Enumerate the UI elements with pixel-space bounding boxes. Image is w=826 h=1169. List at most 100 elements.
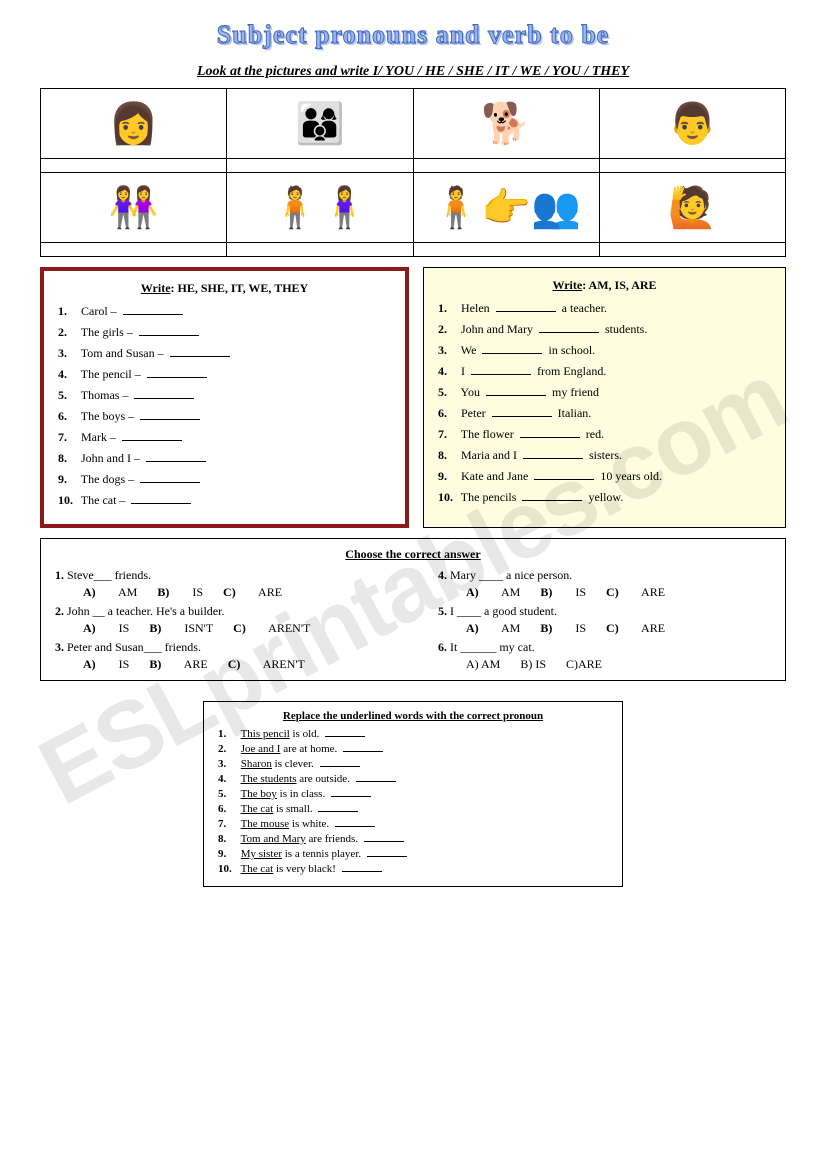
- fill-blank[interactable]: [356, 781, 396, 782]
- option-c[interactable]: C) ARE: [606, 585, 665, 599]
- fill-blank[interactable]: [534, 479, 594, 480]
- list-item: 7. The flower red.: [438, 427, 771, 442]
- list-item: 5. You my friend: [438, 385, 771, 400]
- fill-blank[interactable]: [146, 461, 206, 462]
- option-b[interactable]: B) ARE: [149, 657, 207, 671]
- list-item: 4. The students are outside.: [218, 773, 608, 785]
- option-a[interactable]: A) AM: [83, 585, 137, 599]
- fill-blank[interactable]: [331, 796, 371, 797]
- option-a[interactable]: A) IS: [83, 657, 129, 671]
- answer-cell[interactable]: [41, 243, 227, 257]
- answer-cell[interactable]: [413, 243, 599, 257]
- option-a[interactable]: A) IS: [83, 621, 129, 635]
- list-item: 7. The mouse is white.: [218, 818, 608, 830]
- list-item: 4. I from England.: [438, 364, 771, 379]
- option-b[interactable]: B) IS: [540, 621, 586, 635]
- answer-cell[interactable]: [227, 159, 413, 173]
- fill-blank[interactable]: [170, 356, 230, 357]
- fill-blank[interactable]: [122, 440, 182, 441]
- answer-cell[interactable]: [599, 159, 785, 173]
- fill-blank[interactable]: [471, 374, 531, 375]
- pic-emoji: 🧍🧍‍♀️: [270, 184, 370, 231]
- fill-blank[interactable]: [496, 311, 556, 312]
- option-a[interactable]: A) AM: [466, 657, 500, 671]
- list-item: 3. Tom and Susan –: [58, 346, 391, 361]
- fill-blank[interactable]: [522, 500, 582, 501]
- option-a[interactable]: A) AM: [466, 585, 520, 599]
- pic-cell: 🐕: [413, 89, 599, 159]
- fill-blank[interactable]: [139, 335, 199, 336]
- list-item: 9. Kate and Jane 10 years old.: [438, 469, 771, 484]
- answer-row: [41, 243, 786, 257]
- exercise-box-pronouns: Write: HE, SHE, IT, WE, THEY 1. Carol – …: [40, 267, 409, 528]
- picture-table: 👩 👨‍👩‍👦 🐕 👨 👭 🧍🧍‍♀️ 🧍👉👥 🙋: [40, 88, 786, 257]
- fill-blank[interactable]: [482, 353, 542, 354]
- pic-emoji: 🙋: [667, 184, 717, 231]
- fill-blank[interactable]: [364, 841, 404, 842]
- list-item: 2. Joe and I are at home.: [218, 743, 608, 755]
- list-item: 3. We in school.: [438, 343, 771, 358]
- page-title: Subject pronouns and verb to be: [40, 20, 786, 50]
- fill-blank[interactable]: [486, 395, 546, 396]
- fill-blank[interactable]: [492, 416, 552, 417]
- fill-blank[interactable]: [335, 826, 375, 827]
- fill-blank[interactable]: [318, 811, 358, 812]
- pic-cell: 👨: [599, 89, 785, 159]
- option-c[interactable]: C) ARE: [223, 585, 282, 599]
- ex1-instruction: Look at the pictures and write I/ YOU / …: [40, 64, 786, 80]
- list-item: 8. Maria and I sisters.: [438, 448, 771, 463]
- fill-blank[interactable]: [140, 419, 200, 420]
- option-c[interactable]: C) AREN'T: [228, 657, 305, 671]
- option-b[interactable]: B) IS: [540, 585, 586, 599]
- question-item: 2. John __ a teacher. He's a builder.A) …: [55, 604, 388, 636]
- ex5-title: Replace the underlined words with the co…: [218, 710, 608, 722]
- option-a[interactable]: A) AM: [466, 621, 520, 635]
- option-b[interactable]: B) IS: [520, 657, 546, 671]
- answer-cell[interactable]: [413, 159, 599, 173]
- choose-box: Choose the correct answer 1. Steve___ fr…: [40, 538, 786, 681]
- pic-cell: 🙋: [599, 173, 785, 243]
- option-b[interactable]: B) IS: [157, 585, 203, 599]
- fill-blank[interactable]: [140, 482, 200, 483]
- pic-row-1: 👩 👨‍👩‍👦 🐕 👨: [41, 89, 786, 159]
- answer-cell[interactable]: [41, 159, 227, 173]
- list-item: 10. The cat –: [58, 493, 391, 508]
- option-c[interactable]: C) ARE: [606, 621, 665, 635]
- option-c[interactable]: C) AREN'T: [233, 621, 310, 635]
- pic-row-2: 👭 🧍🧍‍♀️ 🧍👉👥 🙋: [41, 173, 786, 243]
- list-item: 10. The pencils yellow.: [438, 490, 771, 505]
- pic-emoji: 🐕: [481, 100, 531, 147]
- fill-blank[interactable]: [342, 871, 382, 872]
- fill-blank[interactable]: [343, 751, 383, 752]
- fill-blank[interactable]: [320, 766, 360, 767]
- pic-cell: 👨‍👩‍👦: [227, 89, 413, 159]
- fill-blank[interactable]: [147, 377, 207, 378]
- list-item: 1. This pencil is old.: [218, 728, 608, 740]
- option-c[interactable]: C)ARE: [566, 657, 602, 671]
- pic-emoji: 👨‍👩‍👦: [295, 100, 345, 147]
- answer-cell[interactable]: [599, 243, 785, 257]
- answer-cell[interactable]: [227, 243, 413, 257]
- pic-emoji: 👨: [667, 100, 717, 147]
- question-item: 1. Steve___ friends.A) AMB) ISC) ARE: [55, 568, 388, 600]
- pic-emoji: 🧍👉👥: [431, 184, 580, 231]
- question-item: 5. I ____ a good student.A) AMB) ISC) AR…: [438, 604, 771, 636]
- fill-blank[interactable]: [520, 437, 580, 438]
- list-item: 8. Tom and Mary are friends.: [218, 833, 608, 845]
- list-item: 1. Helen a teacher.: [438, 301, 771, 316]
- fill-blank[interactable]: [523, 458, 583, 459]
- option-b[interactable]: B) ISN'T: [149, 621, 213, 635]
- fill-blank[interactable]: [539, 332, 599, 333]
- fill-blank[interactable]: [134, 398, 194, 399]
- list-item: 2. The girls –: [58, 325, 391, 340]
- pic-emoji: 👭: [109, 184, 159, 231]
- ex4-grid: 1. Steve___ friends.A) AMB) ISC) ARE4. M…: [55, 568, 771, 672]
- question-item: 4. Mary ____ a nice person.A) AMB) ISC) …: [438, 568, 771, 600]
- ex5-list: 1. This pencil is old. 2. Joe and I are …: [218, 728, 608, 875]
- question-item: 6. It ______ my cat.A) AMB) ISC)ARE: [438, 640, 771, 672]
- fill-blank[interactable]: [123, 314, 183, 315]
- fill-blank[interactable]: [131, 503, 191, 504]
- fill-blank[interactable]: [325, 736, 365, 737]
- ex3-title: Write: AM, IS, ARE: [438, 278, 771, 293]
- fill-blank[interactable]: [367, 856, 407, 857]
